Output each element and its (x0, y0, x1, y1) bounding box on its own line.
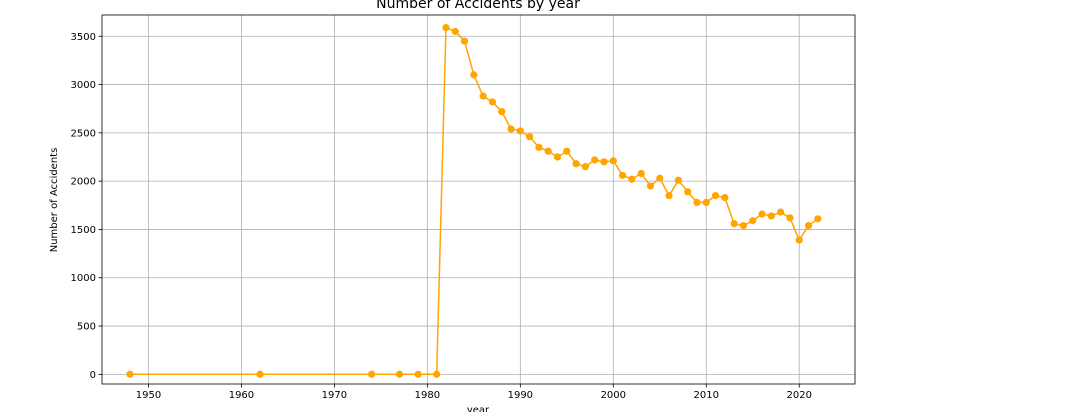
data-point (702, 198, 710, 206)
x-tick-label: 2000 (601, 390, 626, 401)
x-axis: 1950 1960 1970 1980 1990 2000 2010 2020 (136, 384, 812, 401)
data-point (674, 176, 682, 184)
grid (102, 15, 855, 384)
y-tick-label: 3000 (71, 80, 96, 91)
y-axis: 0 500 1000 1500 2000 2500 3000 3500 (71, 32, 102, 381)
data-point (721, 193, 729, 202)
data-point (126, 370, 134, 378)
y-tick-label: 2500 (71, 128, 96, 139)
x-tick-label: 1970 (322, 390, 347, 401)
data-point (646, 182, 655, 190)
data-point (479, 92, 487, 100)
y-tick-label: 1000 (71, 273, 96, 284)
data-point (814, 215, 822, 223)
data-point (460, 37, 469, 45)
data-point (572, 160, 580, 168)
series-line (129, 26, 819, 375)
data-point (739, 221, 748, 230)
x-tick-label: 1980 (415, 390, 440, 401)
data-point (600, 158, 608, 166)
series-layer (126, 23, 822, 378)
y-tick-label: 2000 (71, 177, 96, 188)
data-point (591, 156, 599, 164)
data-point (628, 175, 636, 183)
data-point (553, 153, 562, 161)
x-tick-label: 1960 (229, 390, 254, 401)
data-point (777, 208, 785, 216)
x-tick-label: 2020 (786, 390, 811, 401)
data-point (693, 198, 701, 206)
data-point (516, 127, 524, 135)
data-point (395, 370, 404, 378)
data-point (433, 370, 441, 378)
data-point (414, 370, 422, 378)
data-point (618, 171, 627, 179)
data-point (535, 143, 543, 151)
data-point (730, 220, 738, 228)
data-point (804, 221, 813, 230)
data-point (711, 192, 720, 200)
data-point (544, 147, 552, 155)
data-point (507, 125, 515, 133)
x-axis-label: year (467, 405, 490, 412)
data-point (786, 214, 794, 222)
data-point (767, 212, 775, 220)
data-point (581, 163, 590, 171)
data-point (795, 236, 803, 244)
data-point (684, 188, 692, 196)
data-point (758, 210, 766, 218)
data-point (665, 192, 673, 200)
data-point (498, 107, 506, 116)
data-point (749, 217, 757, 225)
data-point (256, 370, 264, 378)
data-point (526, 133, 534, 141)
data-point (488, 98, 497, 106)
data-point (442, 23, 450, 32)
y-tick-label: 1500 (71, 225, 96, 236)
x-tick-label: 1950 (136, 390, 161, 401)
data-point (609, 157, 617, 165)
data-point (451, 27, 459, 36)
y-tick-label: 3500 (71, 32, 96, 43)
x-tick-label: 2010 (694, 390, 719, 401)
chart-title: Number of Accidents by year (376, 0, 580, 12)
y-axis-label: Number of Accidents (49, 148, 60, 253)
data-point (656, 174, 664, 182)
data-point (367, 370, 376, 378)
plot-frame (101, 14, 856, 385)
y-tick-label: 0 (90, 370, 96, 381)
y-tick-label: 500 (77, 322, 96, 333)
x-tick-label: 1990 (508, 390, 533, 401)
data-point (470, 71, 478, 79)
data-point (637, 169, 645, 178)
data-point (563, 147, 571, 155)
